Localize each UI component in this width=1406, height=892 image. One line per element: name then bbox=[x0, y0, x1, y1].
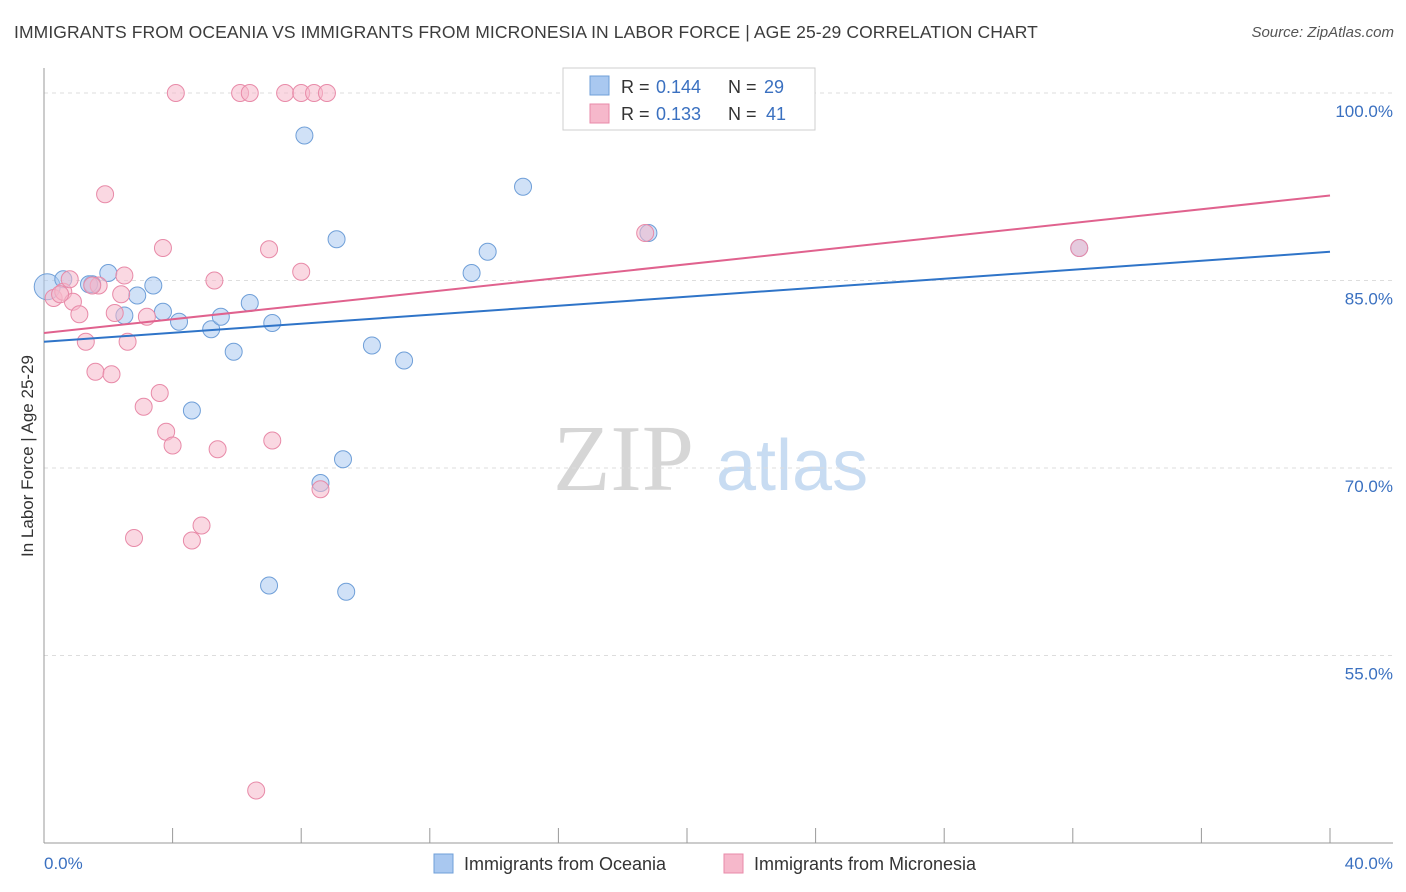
point-oceania-27 bbox=[337, 582, 356, 601]
point-micronesia-27 bbox=[240, 84, 259, 102]
y-tick-label-2: 70.0% bbox=[1345, 477, 1393, 496]
watermark: ZIP atlas bbox=[553, 407, 868, 511]
axes bbox=[43, 68, 1393, 844]
y-tick-label-0: 100.0% bbox=[1335, 102, 1393, 121]
point-micronesia-8 bbox=[96, 185, 115, 204]
stats-n-label-micronesia: N = bbox=[728, 104, 757, 124]
series-micronesia-points bbox=[44, 84, 1089, 800]
point-micronesia-5 bbox=[76, 332, 95, 351]
point-oceania-16 bbox=[333, 450, 352, 469]
point-micronesia-4 bbox=[70, 305, 89, 324]
point-micronesia-22 bbox=[182, 531, 201, 550]
y-tick-label-1: 85.0% bbox=[1345, 290, 1393, 309]
point-micronesia-12 bbox=[115, 266, 134, 285]
stats-n-label-oceania: N = bbox=[728, 77, 757, 97]
point-oceania-21 bbox=[462, 264, 481, 282]
grid-lines bbox=[44, 92, 1393, 656]
point-micronesia-38 bbox=[1070, 239, 1089, 257]
point-micronesia-10 bbox=[105, 304, 124, 322]
stats-r-value-oceania: 0.144 bbox=[656, 77, 701, 97]
legend-swatch-micronesia bbox=[723, 853, 744, 874]
point-micronesia-23 bbox=[192, 516, 211, 535]
point-micronesia-21 bbox=[166, 84, 185, 102]
point-micronesia-39 bbox=[51, 285, 70, 304]
point-oceania-23 bbox=[514, 177, 533, 196]
point-micronesia-40 bbox=[83, 276, 102, 295]
y-axis-label: In Labor Force | Age 25-29 bbox=[18, 355, 37, 557]
point-micronesia-28 bbox=[247, 781, 266, 800]
legend-label-oceania: Immigrants from Oceania bbox=[464, 854, 667, 874]
point-micronesia-36 bbox=[311, 480, 330, 499]
y-axis-tick-labels: 100.0% 85.0% 70.0% 55.0% bbox=[1335, 102, 1393, 684]
point-oceania-7 bbox=[153, 302, 172, 321]
point-oceania-19 bbox=[362, 336, 381, 355]
point-micronesia-20 bbox=[163, 436, 182, 455]
source-credit: Source: ZipAtlas.com bbox=[1251, 24, 1394, 41]
point-oceania-14 bbox=[295, 126, 314, 145]
point-micronesia-13 bbox=[118, 332, 137, 351]
stats-legend: R = 0.144 N = 29 R = 0.133 N = 41 bbox=[562, 67, 816, 131]
point-micronesia-6 bbox=[86, 362, 105, 381]
point-oceania-12 bbox=[240, 294, 259, 312]
point-micronesia-25 bbox=[208, 440, 227, 459]
point-oceania-11 bbox=[224, 342, 243, 361]
watermark-zip: ZIP bbox=[553, 407, 694, 511]
point-micronesia-32 bbox=[292, 262, 311, 281]
stats-r-label-oceania: R = bbox=[621, 77, 650, 97]
point-micronesia-24 bbox=[205, 271, 224, 290]
watermark-atlas: atlas bbox=[716, 426, 868, 506]
trend-line-micronesia bbox=[43, 194, 1331, 334]
legend-swatch-oceania bbox=[433, 853, 454, 874]
stats-legend-swatch-micronesia bbox=[589, 103, 610, 124]
point-micronesia-15 bbox=[134, 397, 153, 416]
point-micronesia-14 bbox=[125, 529, 144, 547]
point-oceania-13 bbox=[263, 314, 282, 332]
point-oceania-15 bbox=[327, 230, 346, 249]
point-micronesia-17 bbox=[150, 384, 169, 402]
point-micronesia-29 bbox=[260, 240, 279, 259]
stats-n-value-micronesia: 41 bbox=[766, 104, 786, 124]
point-oceania-8 bbox=[170, 312, 189, 331]
x-axis-ticks bbox=[43, 828, 1331, 843]
series-oceania-points bbox=[33, 126, 1089, 601]
point-oceania-18 bbox=[182, 401, 201, 420]
point-micronesia-18 bbox=[153, 239, 172, 257]
x-tick-label-right: 40.0% bbox=[1345, 854, 1393, 873]
trend-lines bbox=[43, 194, 1331, 343]
point-oceania-6 bbox=[144, 276, 163, 295]
point-micronesia-2 bbox=[60, 270, 79, 289]
point-micronesia-9 bbox=[102, 365, 121, 384]
trend-line-oceania bbox=[43, 250, 1331, 343]
point-micronesia-37 bbox=[636, 224, 655, 242]
chart-title: IMMIGRANTS FROM OCEANIA VS IMMIGRANTS FR… bbox=[14, 22, 1038, 42]
stats-n-value-oceania: 29 bbox=[764, 77, 784, 97]
y-tick-label-3: 55.0% bbox=[1345, 665, 1393, 684]
point-micronesia-35 bbox=[317, 84, 336, 102]
series-legend: Immigrants from Oceania Immigrants from … bbox=[433, 853, 977, 874]
stats-r-value-micronesia: 0.133 bbox=[656, 104, 701, 124]
x-tick-label-left: 0.0% bbox=[44, 854, 83, 873]
point-oceania-20 bbox=[395, 351, 414, 370]
stats-r-label-micronesia: R = bbox=[621, 104, 650, 124]
point-oceania-22 bbox=[478, 242, 497, 261]
stats-legend-swatch-oceania bbox=[589, 75, 610, 96]
point-micronesia-11 bbox=[112, 285, 131, 304]
point-oceania-10 bbox=[211, 307, 230, 326]
point-oceania-26 bbox=[260, 576, 279, 595]
point-micronesia-31 bbox=[276, 84, 295, 102]
point-micronesia-30 bbox=[263, 431, 282, 450]
point-oceania-5 bbox=[128, 286, 147, 305]
legend-label-micronesia: Immigrants from Micronesia bbox=[754, 854, 977, 874]
